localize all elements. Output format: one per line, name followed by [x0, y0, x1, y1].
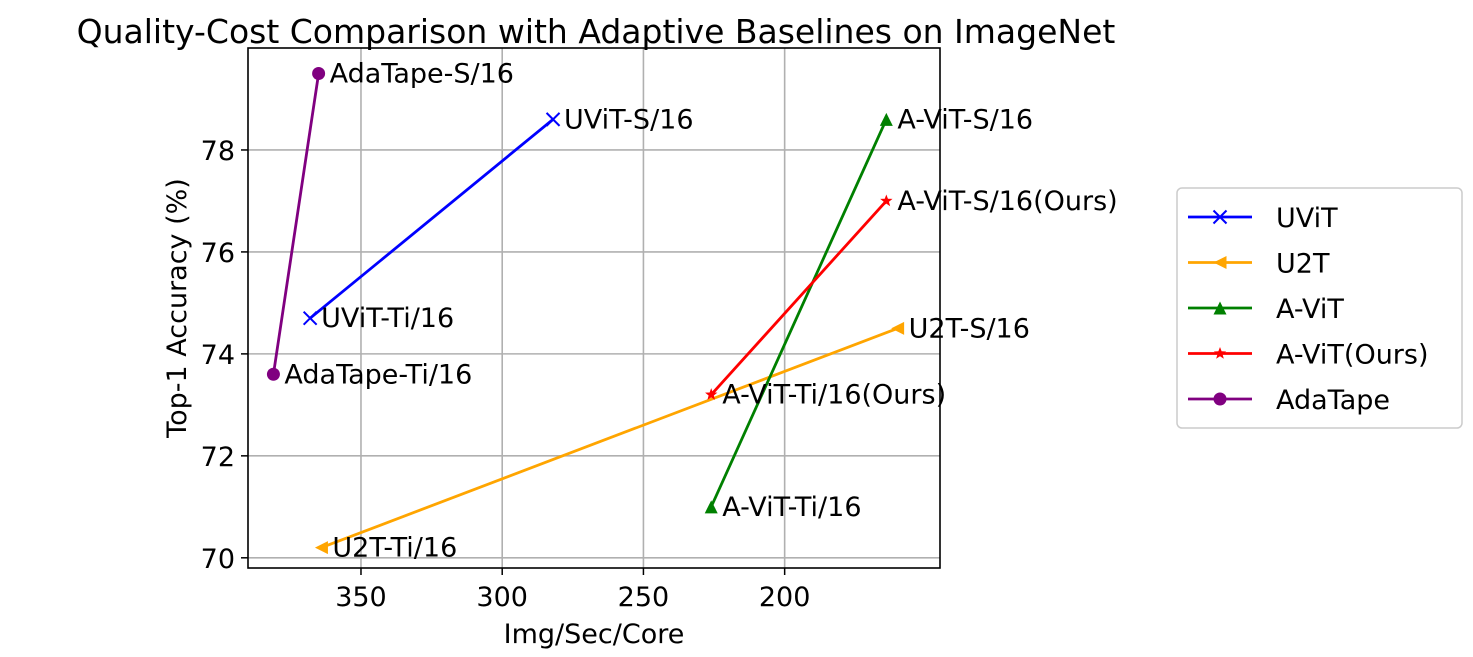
data-point-adatape — [266, 367, 280, 381]
axis-ticks: 350 300 250 200 70 72 74 76 78 — [201, 136, 811, 613]
data-point-uvit — [545, 112, 561, 127]
data-point-u2t — [891, 321, 905, 335]
series-line-a-vit — [709, 118, 888, 508]
point-label: A-ViT-Ti/16 — [722, 492, 861, 523]
point-label: UViT-Ti/16 — [321, 303, 454, 334]
legend-item-uvit: UViT — [1188, 203, 1338, 234]
data-point-a-vit-ours — [880, 194, 893, 207]
legend-item-adatape: AdaTape — [1188, 385, 1390, 416]
chart-title: Quality-Cost Comparison with Adaptive Ba… — [77, 12, 1116, 51]
point-label: AdaTape-S/16 — [330, 58, 514, 89]
legend-label: UViT — [1276, 203, 1338, 234]
point-label: UViT-S/16 — [564, 104, 694, 135]
legend-marker — [1213, 347, 1227, 359]
legend-marker — [1213, 301, 1227, 315]
x-tick-label: 250 — [618, 582, 670, 613]
series-line-adatape — [272, 73, 320, 375]
point-label: U2T-Ti/16 — [332, 533, 457, 564]
legend-item-a-vit-ours: A-ViT(Ours) — [1188, 340, 1429, 371]
legend-marker — [1213, 392, 1227, 406]
legend-frame — [1176, 187, 1463, 429]
legend-label: U2T — [1276, 249, 1330, 280]
point-label: A-ViT-S/16(Ours) — [897, 186, 1117, 217]
series-lines — [272, 73, 899, 549]
series-line-u2t — [320, 327, 899, 549]
grid — [248, 48, 940, 568]
point-label: U2T-S/16 — [909, 313, 1030, 344]
legend-label: A-ViT — [1276, 294, 1344, 325]
y-tick-label: 78 — [201, 136, 235, 167]
y-tick-label: 72 — [201, 442, 235, 473]
legend-marker — [1213, 256, 1227, 269]
plot-frame — [247, 47, 941, 569]
legend: UViT U2T A-ViT A-ViT(Ours) AdaTape — [1176, 187, 1463, 429]
x-axis-label: Img/Sec/Core — [504, 619, 685, 650]
data-point-u2t — [314, 541, 328, 555]
data-point-a-vit — [879, 112, 893, 126]
data-point-adatape — [312, 66, 326, 80]
legend-marker — [1212, 209, 1228, 225]
legend-label: AdaTape — [1276, 385, 1390, 416]
point-label: A-ViT-S/16 — [897, 104, 1033, 135]
legend-label: A-ViT(Ours) — [1276, 340, 1429, 371]
y-axis-label: Top-1 Accuracy (%) — [162, 178, 193, 439]
series-markers — [266, 66, 905, 555]
x-tick-label: 200 — [759, 582, 811, 613]
legend-item-u2t: U2T — [1188, 249, 1330, 280]
y-tick-label: 76 — [201, 238, 235, 269]
data-point-a-vit-ours — [705, 388, 718, 400]
series-line-a-vit-ours — [710, 200, 888, 396]
x-tick-label: 300 — [476, 582, 528, 613]
point-label: A-ViT-Ti/16(Ours) — [722, 380, 946, 411]
point-labels: UViT-Ti/16 UViT-S/16 U2T-Ti/16 U2T-S/16 A-Vi… — [284, 58, 1117, 563]
x-tick-label: 350 — [335, 582, 387, 613]
y-tick-label: 74 — [201, 340, 235, 371]
legend-item-a-vit: A-ViT — [1188, 294, 1344, 325]
data-point-a-vit — [704, 500, 718, 514]
point-label: AdaTape-Ti/16 — [284, 359, 472, 390]
series-line-uvit — [309, 118, 554, 320]
y-tick-label: 70 — [201, 544, 235, 575]
data-point-uvit — [302, 310, 318, 326]
